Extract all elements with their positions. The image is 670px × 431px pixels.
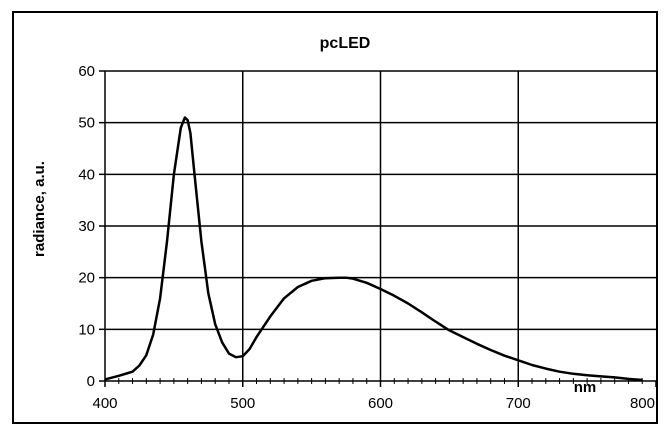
x-tick-label-500: 500 xyxy=(230,395,255,412)
y-tick-label-20: 20 xyxy=(78,270,95,287)
tick-label-layer: 0 10 20 30 40 50 60 400 500 600 700 800 xyxy=(78,63,655,412)
y-tick-label-50: 50 xyxy=(78,115,95,132)
series-line-0 xyxy=(104,116,643,382)
y-tick-label-30: 30 xyxy=(78,218,95,235)
y-tick-label-60: 60 xyxy=(78,63,95,80)
x-tick-label-400: 400 xyxy=(92,395,117,412)
y-tick-label-0: 0 xyxy=(87,373,95,390)
x-tick-label-800: 800 xyxy=(630,395,655,412)
x-tick-label-600: 600 xyxy=(368,395,393,412)
chart-frame: 0 10 20 30 40 50 60 400 500 600 700 800 pcLED radia… xyxy=(12,11,658,424)
y-tick-label-10: 10 xyxy=(78,321,95,338)
x-axis-title: nm xyxy=(574,379,597,396)
x-tick-label-700: 700 xyxy=(506,395,531,412)
grid-layer xyxy=(105,70,656,381)
y-tick-label-40: 40 xyxy=(78,166,95,183)
axis-layer xyxy=(99,70,656,387)
series-layer xyxy=(104,116,643,382)
chart-title: pcLED xyxy=(320,35,371,52)
y-axis-title: radiance, a.u. xyxy=(31,161,48,257)
chart-svg: 0 10 20 30 40 50 60 400 500 600 700 800 pcLED radia… xyxy=(31,35,656,412)
